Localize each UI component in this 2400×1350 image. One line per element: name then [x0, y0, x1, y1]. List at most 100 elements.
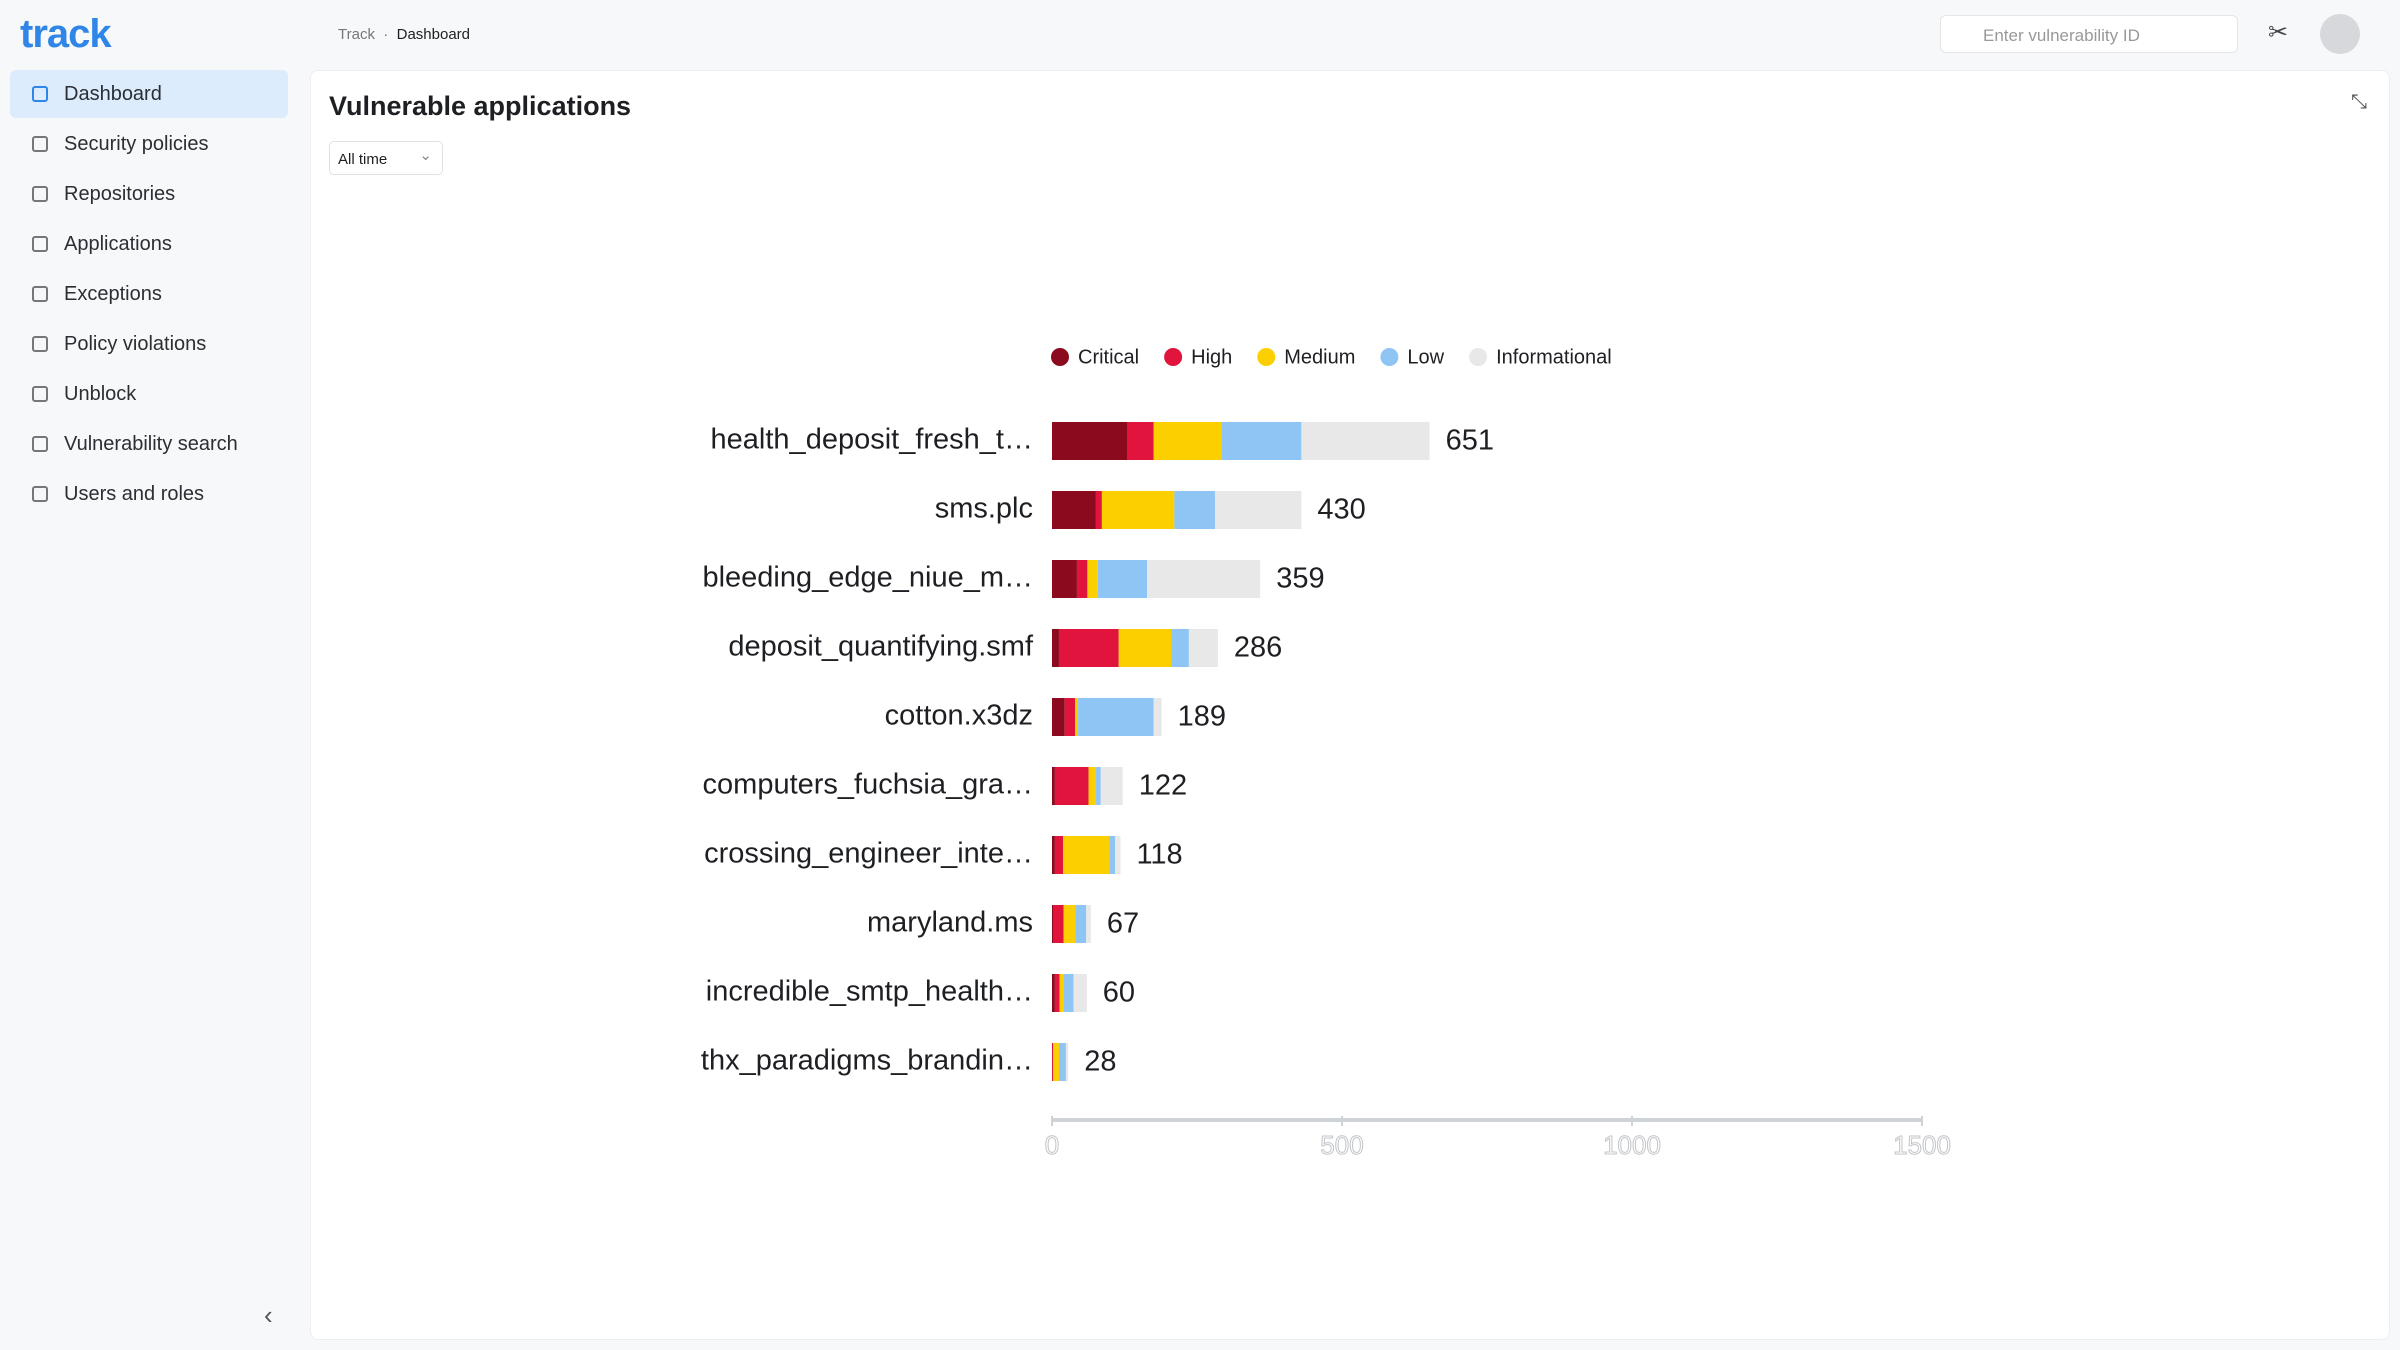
y-tick-label: deposit_quantifying.smf	[728, 631, 1034, 663]
y-tick-label: health_deposit_fresh_t…	[711, 424, 1033, 456]
value-label: 651	[1446, 425, 1494, 457]
nav-item[interactable]: Policy violations	[10, 320, 288, 368]
y-tick-label: computers_fuchsia_gra…	[703, 769, 1033, 801]
nav-icon	[32, 336, 48, 352]
value-label: 122	[1139, 770, 1187, 802]
nav-icon	[32, 186, 48, 202]
search-input[interactable]: Enter vulnerability ID	[1940, 15, 2238, 53]
bar-segment	[1214, 491, 1302, 529]
bar-segment	[1174, 491, 1215, 529]
nav-icon	[32, 136, 48, 152]
value-label: 189	[1178, 701, 1226, 733]
bar-segment	[1063, 905, 1076, 943]
x-tick-label: 0	[1045, 1130, 1059, 1160]
nav-item[interactable]: Users and roles	[10, 470, 288, 518]
panel-title: Vulnerable applications	[329, 91, 632, 121]
legend-swatch	[1051, 348, 1069, 366]
collapse-button[interactable]: ‹	[264, 1300, 273, 1330]
bar-segment	[1073, 974, 1087, 1012]
bar-segment	[1054, 836, 1064, 874]
panel: Vulnerable applications All time ⤡	[310, 70, 2390, 1340]
legend-label: Critical	[1078, 346, 1139, 368]
bar-segment	[1078, 698, 1154, 736]
bar-segment	[1075, 698, 1079, 736]
nav-icon	[32, 286, 48, 302]
nav-item[interactable]: Security policies	[10, 120, 288, 168]
y-tick-label: cotton.x3dz	[885, 700, 1033, 732]
bar-segment	[1087, 560, 1098, 598]
bar-segment	[1063, 974, 1074, 1012]
tools-button[interactable]: ✂	[2268, 19, 2289, 46]
bar-segment	[1171, 629, 1189, 667]
nav-item[interactable]: Vulnerability search	[10, 420, 288, 468]
nav-item[interactable]: Applications	[10, 220, 288, 268]
bar-segment	[1188, 629, 1218, 667]
bar-segment	[1109, 836, 1116, 874]
nav-item[interactable]: Repositories	[10, 170, 288, 218]
nav-label: Applications	[64, 232, 172, 255]
bar-segment	[1053, 905, 1064, 943]
nav-icon	[32, 486, 48, 502]
value-label: 286	[1234, 632, 1282, 664]
bar-segment	[1052, 1043, 1054, 1081]
bar-segment	[1101, 491, 1175, 529]
bar-segment	[1054, 767, 1089, 805]
legend-swatch	[1469, 348, 1488, 366]
value-label: 359	[1276, 563, 1324, 595]
bar-segment	[1086, 905, 1091, 943]
bar-segment	[1059, 974, 1064, 1012]
bar-segment	[1063, 836, 1110, 874]
bar-segment	[1064, 698, 1076, 736]
bar-segment	[1097, 560, 1148, 598]
y-tick-label: thx_paradigms_brandin…	[701, 1045, 1033, 1077]
nav-item[interactable]: Unblock	[10, 370, 288, 418]
bar-segment	[1054, 974, 1060, 1012]
value-label: 118	[1136, 839, 1182, 871]
legend-label: High	[1191, 346, 1232, 368]
nav-label: Dashboard	[64, 82, 162, 105]
bar-segment	[1096, 767, 1101, 805]
bar-segment	[1100, 767, 1123, 805]
x-tick-label: 1000	[1603, 1130, 1661, 1160]
bar-segment	[1301, 422, 1430, 460]
breadcrumb-item[interactable]: Track	[338, 26, 375, 43]
nav-label: Vulnerability search	[64, 432, 238, 455]
value-label: 28	[1084, 1046, 1116, 1078]
legend-swatch	[1380, 348, 1399, 366]
legend-label: Medium	[1284, 346, 1355, 368]
nav-label: Exceptions	[64, 282, 162, 305]
bar-segment	[1065, 1043, 1069, 1081]
y-tick-label: sms.plc	[935, 493, 1033, 525]
nav-label: Unblock	[64, 382, 137, 405]
nav-item[interactable]: Exceptions	[10, 270, 288, 318]
value-label: 430	[1317, 494, 1365, 526]
expand-button[interactable]: ⤡	[2351, 91, 2367, 113]
bar-segment	[1095, 491, 1102, 529]
bar-segment	[1115, 836, 1121, 874]
bar-segment	[1075, 905, 1087, 943]
y-tick-label: crossing_engineer_inte…	[704, 838, 1033, 870]
bar-segment	[1147, 560, 1261, 598]
bar-segment	[1127, 422, 1154, 460]
avatar[interactable]	[2320, 14, 2360, 54]
nav-icon	[32, 236, 48, 252]
bar-segment	[1052, 629, 1059, 667]
bar-segment	[1076, 560, 1088, 598]
bar-segment	[1118, 629, 1172, 667]
bar-segment	[1088, 767, 1097, 805]
y-tick-label: maryland.ms	[867, 907, 1033, 939]
x-tick-label: 500	[1320, 1130, 1363, 1160]
bar-segment	[1052, 560, 1077, 598]
bar-segment	[1153, 422, 1222, 460]
bar-segment	[1052, 974, 1055, 1012]
legend-swatch	[1164, 348, 1183, 366]
nav-label: Repositories	[64, 182, 176, 205]
time-filter[interactable]: All time	[329, 141, 443, 175]
legend-label: Informational	[1496, 346, 1612, 368]
bar-segment	[1221, 422, 1302, 460]
sidebar-nav: Dashboard Security policies Repositories Ap…	[10, 70, 288, 520]
bar-segment	[1052, 491, 1096, 529]
nav-item[interactable]: Dashboard	[10, 70, 288, 118]
logo[interactable]: track	[20, 12, 112, 56]
